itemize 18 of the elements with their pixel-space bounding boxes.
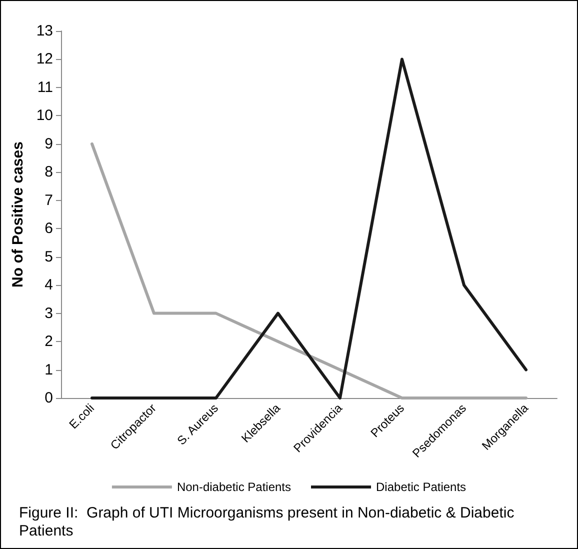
y-tick-label: 4 [44,276,53,294]
y-tick-label: 3 [44,304,53,322]
y-tick-label: 6 [44,220,53,238]
y-tick-label: 12 [36,50,53,68]
y-tick-label: 9 [44,135,53,152]
y-tick-label: 1 [44,361,53,378]
legend-label: Non-diabetic Patients [176,480,292,494]
y-axis-title: No of Positive cases [9,142,26,288]
legend-label: Diabetic Patients [376,480,466,494]
y-tick-label: 2 [44,333,53,350]
y-tick-label: 11 [37,78,53,96]
y-tick-label: 0 [44,390,53,406]
y-tick-label: 10 [36,107,53,124]
text: Figure II: Graph of UTI Microorganisms present in Non-diabetic & Diabetic Patients [19,504,518,540]
y-tick-label: 8 [44,164,53,181]
y-tick-label: 13 [36,22,53,40]
y-tick-label: 5 [44,248,53,266]
y-tick-label: 7 [44,192,53,209]
